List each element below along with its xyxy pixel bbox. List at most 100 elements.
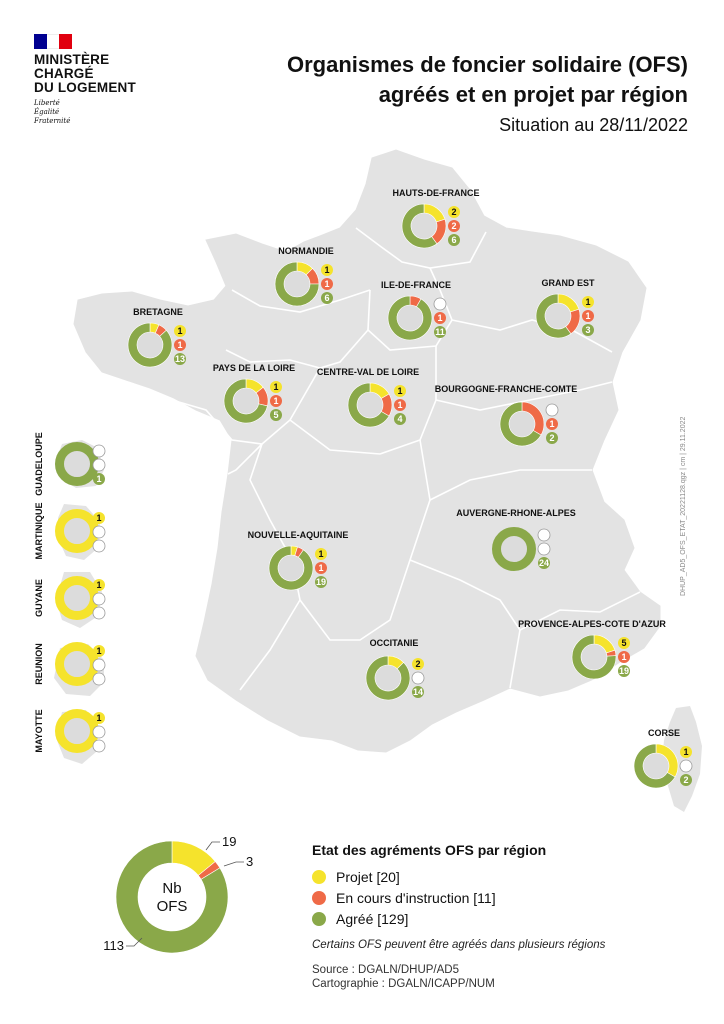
- flag-red-band: [59, 34, 73, 49]
- region-ile-de-france-donut-center: [397, 305, 423, 331]
- region-corse-label: CORSE: [648, 728, 680, 738]
- overseas-guadeloupe-count-agree: 1: [96, 474, 101, 484]
- region-hauts-de-france-count-projet: 2: [451, 207, 456, 217]
- region-nouvelle-aquitaine-badge-projet: [315, 548, 327, 560]
- ministry-logo: MINISTÈRE CHARGÉ DU LOGEMENT Liberté Éga…: [34, 34, 164, 126]
- region-bourgogne-franche-comte-badge-agree: [546, 432, 558, 444]
- motto-line-3: Fraternité: [34, 117, 71, 125]
- overseas-mayotte-label: MAYOTTE: [34, 709, 44, 752]
- flag-white-band: [46, 34, 60, 49]
- region-hauts-de-france: HAUTS-DE-FRANCE 2 2 6: [393, 188, 480, 249]
- region-hauts-de-france-badge-projet: [448, 206, 460, 218]
- region-bourgogne-franche-comte-count-instruction: 1: [549, 419, 554, 429]
- region-nouvelle-aquitaine-count-agree: 19: [316, 577, 326, 587]
- overseas-mayotte-badge-instruction: [92, 725, 106, 739]
- motto: Liberté Égalité Fraternité: [34, 99, 164, 126]
- region-bourgogne-franche-comte-label: BOURGOGNE-FRANCHE-COMTE: [435, 384, 578, 394]
- region-provence-alpes-cote-d-azur-label: PROVENCE-ALPES-COTE D'AZUR: [518, 619, 666, 629]
- region-grand-est-donut-center: [545, 303, 571, 329]
- overseas-guyane-badge-agree: [92, 606, 106, 620]
- overseas-guadeloupe-badge-agree: [93, 473, 105, 485]
- region-occitanie-badge-instruction: [411, 671, 425, 685]
- overseas-guyane-badge-projet: [93, 579, 105, 591]
- region-nouvelle-aquitaine-count-projet: 1: [318, 549, 323, 559]
- region-nouvelle-aquitaine-badge-agree: [315, 576, 327, 588]
- region-centre-val-de-loire-badge-agree: [394, 413, 406, 425]
- region-bretagne-donut-agree: [127, 322, 173, 368]
- flag-blue-band: [34, 34, 47, 49]
- overseas-guadeloupe-label: GUADELOUPE: [34, 432, 44, 496]
- region-occitanie-badge-projet: [412, 658, 424, 670]
- overseas-mayotte-badge-agree: [92, 739, 106, 753]
- region-corse-count-projet: 1: [683, 747, 688, 757]
- region-grand-est-count-projet: 1: [585, 297, 590, 307]
- region-grand-est-count-agree: 3: [585, 325, 590, 335]
- cartography-line: Cartographie : DGALN/ICAPP/NUM: [312, 978, 495, 990]
- legend-swatch-agree: [312, 911, 326, 926]
- region-normandie-label: NORMANDIE: [278, 246, 334, 256]
- region-bourgogne-franche-comte-donut-center: [509, 411, 535, 437]
- region-auvergne-rhone-alpes-badge-instruction: [537, 542, 551, 556]
- region-pays-de-la-loire-label: PAYS DE LA LOIRE: [213, 363, 295, 373]
- region-provence-alpes-cote-d-azur-donut-center: [581, 644, 607, 670]
- region-normandie-badge-projet: [321, 264, 333, 276]
- french-flag-icon: [34, 34, 73, 49]
- region-grand-est-badge-agree: [582, 324, 594, 336]
- region-hauts-de-france-count-agree: 6: [451, 235, 456, 245]
- region-nouvelle-aquitaine: NOUVELLE-AQUITAINE 1 1 19: [248, 530, 349, 591]
- region-centre-val-de-loire-badge-projet: [394, 385, 406, 397]
- legend-label-agree: Agréé [129]: [336, 910, 409, 927]
- region-provence-alpes-cote-d-azur-count-instruction: 1: [621, 652, 626, 662]
- overseas-guadeloupe: GUADELOUPE 1: [34, 432, 106, 496]
- region-provence-alpes-cote-d-azur: PROVENCE-ALPES-COTE D'AZUR 5 1 19: [518, 619, 666, 680]
- overseas-reunion-count-projet: 1: [96, 646, 101, 656]
- region-bretagne-badge-projet: [174, 325, 186, 337]
- region-corse-donut-agree: [633, 743, 676, 789]
- legend-item-agree: Agréé [129]: [312, 908, 692, 929]
- legend-swatch-projet: [312, 869, 326, 884]
- region-nouvelle-aquitaine-label: NOUVELLE-AQUITAINE: [248, 530, 349, 540]
- region-bretagne-count-projet: 1: [177, 326, 182, 336]
- region-pays-de-la-loire: PAYS DE LA LOIRE 1 1 5: [213, 363, 295, 424]
- region-nouvelle-aquitaine-donut-center: [278, 555, 304, 581]
- region-bretagne-donut-center: [137, 332, 163, 358]
- map-title-line-2: agréés et en projet par région: [378, 82, 688, 107]
- region-corse-count-agree: 2: [683, 775, 688, 785]
- region-occitanie-count-projet: 2: [415, 659, 420, 669]
- region-auvergne-rhone-alpes-badge-agree: [538, 557, 550, 569]
- overseas-martinique-donut-center: [64, 518, 90, 544]
- regions-layer: HAUTS-DE-FRANCE226NORMANDIE116ILE-DE-FRA…: [127, 188, 693, 789]
- region-ile-de-france-badge-agree: [434, 326, 446, 338]
- region-auvergne-rhone-alpes-count-agree: 24: [539, 558, 549, 568]
- region-grand-est-count-instruction: 1: [585, 311, 590, 321]
- region-hauts-de-france-label: HAUTS-DE-FRANCE: [393, 188, 480, 198]
- logo-line-3: DU LOGEMENT: [34, 80, 136, 95]
- region-grand-est-donut-agree: [535, 293, 572, 339]
- region-auvergne-rhone-alpes-donut-agree: [492, 527, 536, 571]
- overseas-guyane-label: GUYANE: [34, 579, 44, 617]
- region-provence-alpes-cote-d-azur-count-agree: 19: [619, 666, 629, 676]
- region-nouvelle-aquitaine-badge-instruction: [315, 562, 327, 574]
- overseas-reunion-badge-projet: [93, 645, 105, 657]
- region-pays-de-la-loire-badge-agree: [270, 409, 282, 421]
- overseas-guadeloupe-donut-center: [64, 451, 90, 477]
- overseas-martinique-badge-instruction: [92, 525, 106, 539]
- region-grand-est-badge-projet: [582, 296, 594, 308]
- overseas-guyane-badge-instruction: [92, 592, 106, 606]
- region-nouvelle-aquitaine-donut-agree: [268, 545, 314, 591]
- region-pays-de-la-loire-count-instruction: 1: [273, 396, 278, 406]
- overseas-reunion-label: REUNION: [34, 643, 44, 685]
- region-bretagne-count-instruction: 1: [177, 340, 182, 350]
- summary-count-instruction: 3: [246, 854, 253, 869]
- region-grand-est: GRAND EST 1 1 3: [535, 278, 595, 339]
- region-bourgogne-franche-comte-badge-instruction: [546, 418, 558, 430]
- overseas-guadeloupe-badge-projet: [92, 444, 106, 458]
- region-provence-alpes-cote-d-azur-donut-agree: [571, 634, 617, 680]
- logo-line-2: CHARGÉ: [34, 66, 94, 81]
- motto-line-1: Liberté: [34, 99, 60, 107]
- region-provence-alpes-cote-d-azur-badge-agree: [618, 665, 630, 677]
- region-ile-de-france-label: ILE-DE-FRANCE: [381, 280, 451, 290]
- source-line: Source : DGALN/DHUP/AD5: [312, 964, 459, 976]
